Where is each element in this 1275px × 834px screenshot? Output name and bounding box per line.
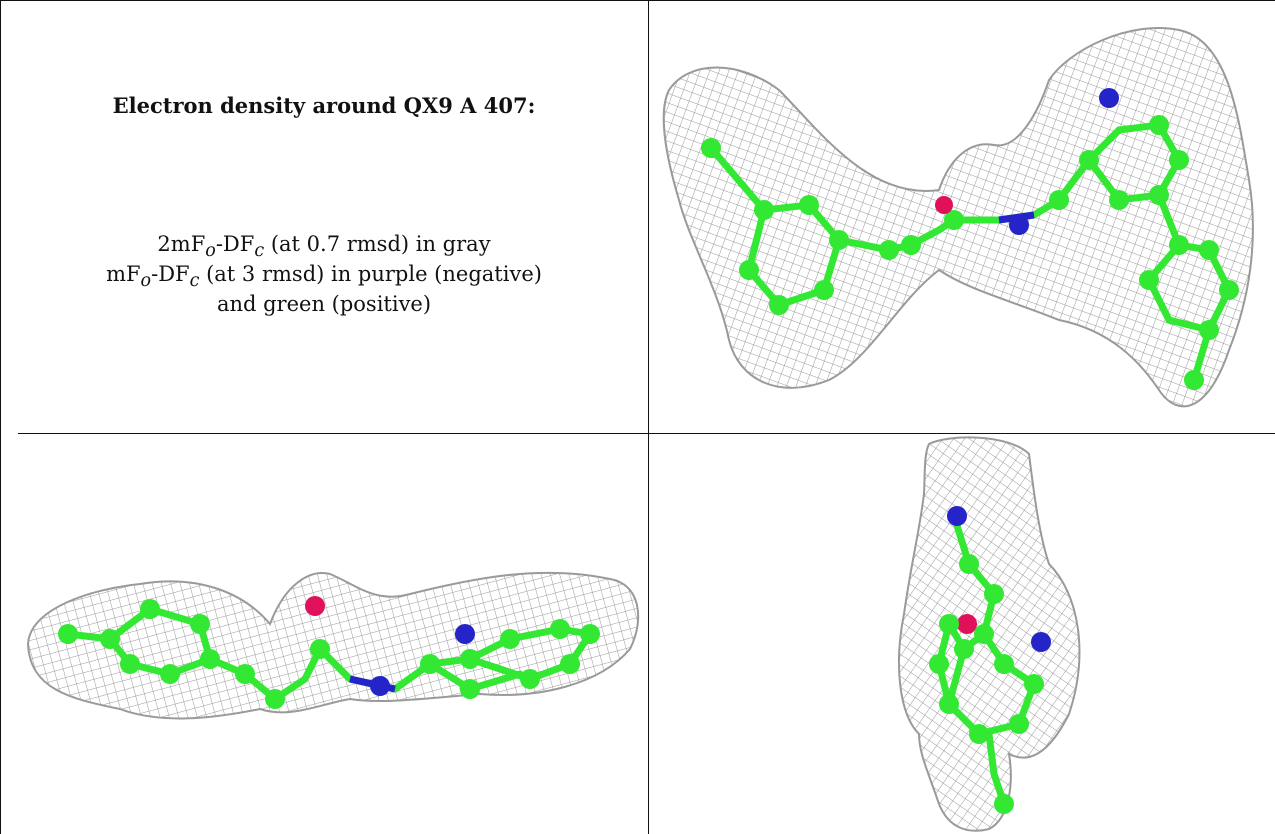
density-view-end-svg: [649, 434, 1275, 834]
density-view-top: [649, 0, 1275, 433]
caption-line-positive: and green (positive): [0, 292, 648, 316]
density-view-side-svg: [0, 434, 648, 834]
density-view-end: [649, 434, 1275, 834]
density-view-top-svg: [649, 0, 1275, 433]
density-view-side: [0, 434, 648, 834]
figure-title: Electron density around QX9 A 407:: [0, 93, 648, 118]
caption-line-fo-dfc: mFo-DFc (at 3 rmsd) in purple (negative): [0, 262, 648, 291]
caption-line-2fo-dfc: 2mFo-DFc (at 0.7 rmsd) in gray: [0, 232, 648, 261]
caption-cell: Electron density around QX9 A 407: 2mFo-…: [0, 0, 648, 433]
